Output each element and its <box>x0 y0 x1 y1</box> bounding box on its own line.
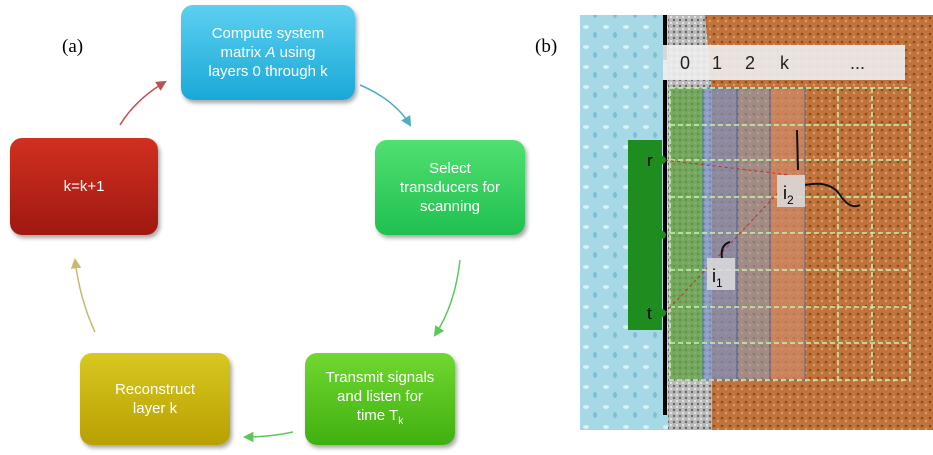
receiver-label: r <box>647 151 653 170</box>
step-box: Transmit signals and listen for time Tk <box>305 353 455 445</box>
layer-label: 1 <box>712 53 722 73</box>
page: 012k... r t i1 i2 (a) (b) Compute system… <box>0 0 933 455</box>
layer-label: 2 <box>745 53 755 73</box>
panel-label: (a) <box>62 36 83 58</box>
step-box: k=k+1 <box>10 138 158 235</box>
step-box: Reconstruct layer k <box>80 353 230 445</box>
panel-label: (b) <box>535 36 557 58</box>
layer-label: ... <box>850 53 865 73</box>
transmitter-label: t <box>647 304 652 323</box>
layer-label: 0 <box>680 53 690 73</box>
panel-b <box>580 15 933 430</box>
step-box: Compute system matrix A using layers 0 t… <box>181 5 355 100</box>
step-box: Select transducers for scanning <box>375 140 525 235</box>
layer-label: k <box>780 53 790 73</box>
